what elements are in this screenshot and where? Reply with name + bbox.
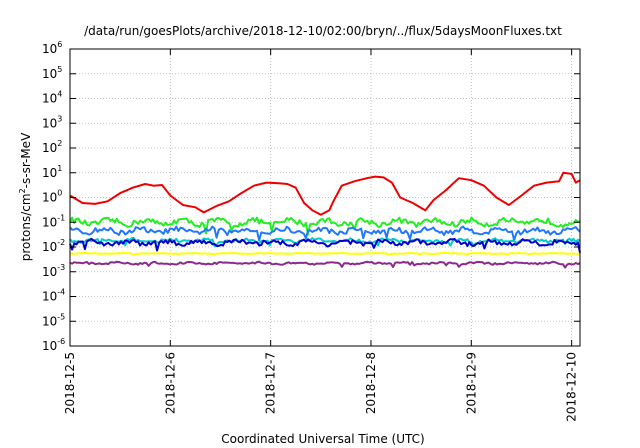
- x-axis-title: Coordinated Universal Time (UTC): [221, 432, 424, 446]
- y-tick-label: 10-6: [42, 337, 65, 353]
- y-tick-label: 10-3: [42, 263, 65, 279]
- y-tick-label: 10-2: [42, 238, 65, 254]
- x-tick-label: 2018-12-9: [464, 352, 478, 414]
- series-line: [69, 260, 581, 269]
- y-tick-label: 102: [42, 139, 62, 155]
- series-line: [69, 216, 581, 236]
- gridlines: [69, 49, 580, 346]
- y-axis-ticks: 10-6 10-5 10-4 10-3 10-2 10-1 100 101 102 103 104 1…: [42, 40, 580, 353]
- y-axis-title: protons/cm2-s-sr-MeV: [18, 132, 33, 261]
- x-tick-label: 2018-12-6: [163, 352, 177, 414]
- y-tick-label: 100: [42, 189, 62, 205]
- y-tick-label: 104: [42, 90, 62, 106]
- x-tick-label: 2018-12-5: [63, 352, 77, 414]
- y-tick-label: 10-4: [42, 288, 65, 304]
- y-tick-label: 105: [42, 65, 62, 81]
- y-tick-label: 103: [42, 114, 62, 130]
- y-tick-label: 106: [42, 40, 62, 56]
- series-lines: [69, 171, 581, 269]
- x-tick-label: 2018-12-10: [565, 352, 579, 422]
- y-tick-label: 10-5: [42, 312, 65, 328]
- y-tick-label: 10-1: [42, 213, 65, 229]
- series-line: [69, 237, 581, 253]
- chart-title: /data/run/goesPlots/archive/2018-12-10/0…: [84, 24, 562, 38]
- series-line: [69, 225, 581, 242]
- x-tick-label: 2018-12-7: [264, 352, 278, 414]
- x-tick-label: 2018-12-8: [364, 352, 378, 414]
- x-axis-ticks: 2018-12-5 2018-12-6 2018-12-7 2018-12-8 2018…: [63, 49, 579, 422]
- y-tick-label: 101: [42, 164, 62, 180]
- series-line: [69, 171, 581, 216]
- series-line: [69, 251, 581, 256]
